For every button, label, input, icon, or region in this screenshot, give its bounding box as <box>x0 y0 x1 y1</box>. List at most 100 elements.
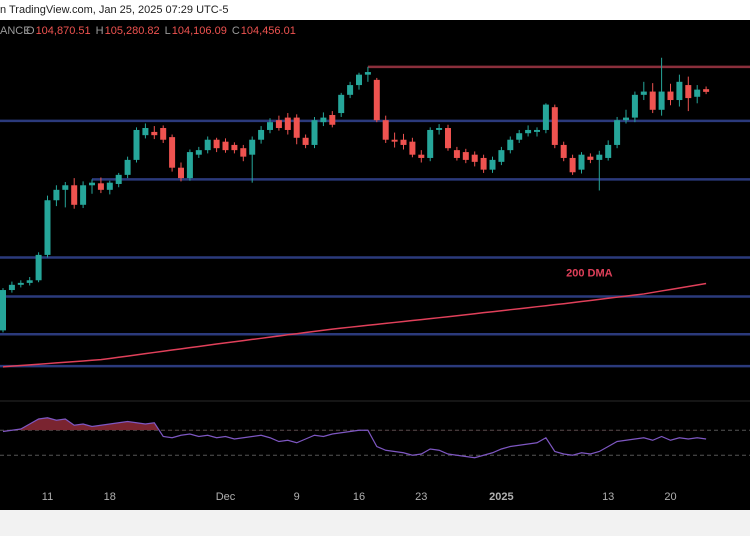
candle-body <box>231 144 238 151</box>
candle-body <box>631 94 638 118</box>
rsi-line <box>2 417 707 459</box>
candle-body <box>507 139 514 151</box>
candle-body <box>222 141 229 151</box>
ohlc-value: 104,106.09 <box>172 25 227 37</box>
candle-body <box>685 85 692 99</box>
candle-body <box>453 150 460 158</box>
candle-body <box>151 131 158 136</box>
candle-body <box>284 117 291 130</box>
candle-body <box>204 139 211 151</box>
candle-body <box>391 139 398 142</box>
candle-body <box>436 128 443 130</box>
candle-body <box>80 185 87 205</box>
candle-body <box>44 200 51 255</box>
candle-body <box>89 182 95 186</box>
ma-line <box>2 282 707 368</box>
candle-body <box>17 282 24 285</box>
candle-body <box>649 91 656 110</box>
candle-body <box>311 120 318 145</box>
ma-label: 200 DMA <box>566 267 613 279</box>
x-tick-label: Dec <box>216 491 236 503</box>
ohlc-key: C <box>232 25 240 37</box>
candle-body <box>640 91 647 95</box>
x-tick-label: 16 <box>353 491 365 503</box>
candle-body <box>445 128 451 149</box>
candle-body <box>26 280 33 283</box>
x-tick-label: 13 <box>602 491 614 503</box>
candle-body <box>694 89 701 97</box>
ohlc-key: H <box>96 25 104 37</box>
candle-body <box>587 156 594 160</box>
candle-body <box>320 117 327 123</box>
x-tick-label: 23 <box>415 491 427 503</box>
candle-body <box>534 129 540 132</box>
candle-body <box>275 120 282 129</box>
candle-body <box>560 144 567 158</box>
candle-body <box>249 139 256 155</box>
candle-body <box>356 74 362 86</box>
x-tick-label: 2025 <box>489 491 513 503</box>
candle-body <box>62 185 69 190</box>
candle-body <box>418 154 425 158</box>
candle-body <box>142 128 149 136</box>
candle-body <box>258 129 265 140</box>
candle-body <box>658 91 665 110</box>
candle-body <box>195 150 202 155</box>
candle-body <box>35 254 42 281</box>
candle-body <box>462 152 469 160</box>
candle-body <box>0 290 6 331</box>
candle-body <box>409 141 416 155</box>
candle-body <box>471 154 478 162</box>
ohlc-key: O <box>26 25 35 37</box>
footer-bar <box>0 510 750 536</box>
candle-body <box>667 91 674 101</box>
ohlc-key: L <box>165 25 171 37</box>
candle-body <box>489 159 496 170</box>
candle-body <box>525 129 532 134</box>
candle-body <box>614 120 621 145</box>
candle-body <box>302 137 309 145</box>
candle-body <box>382 120 389 140</box>
candle-body <box>578 154 585 170</box>
candle-body <box>133 129 140 160</box>
candle-body <box>71 185 78 205</box>
candle-body <box>551 107 558 145</box>
candle-body <box>169 137 176 168</box>
ohlc-value: 104,456.01 <box>241 25 296 37</box>
candle-body <box>427 129 434 158</box>
candle-body <box>542 104 549 130</box>
candle-body <box>240 148 247 157</box>
candle-body <box>115 174 122 184</box>
candle-body <box>160 128 167 140</box>
ohlc-legend: ANCE O 104,870.51 H 105,280.82 L 104,106.09 C 1… <box>0 25 296 37</box>
candle-body <box>596 154 603 160</box>
x-tick-label: 9 <box>294 491 300 503</box>
ohlc-value: 104,870.51 <box>36 25 91 37</box>
candle-body <box>569 157 576 173</box>
candle-body <box>178 167 184 179</box>
x-tick-label: 11 <box>42 491 53 503</box>
candle-body <box>106 182 113 190</box>
header-bar <box>0 0 750 20</box>
candle-body <box>400 139 407 145</box>
candle-body <box>623 117 629 121</box>
candle-body <box>97 183 104 190</box>
candle-body <box>676 81 683 101</box>
candle-body <box>373 79 380 121</box>
candle-body <box>364 72 371 75</box>
candle-body <box>516 133 523 140</box>
candle-body <box>703 89 710 92</box>
header-source: n TradingView.com, Jan 25, 2025 07:29 UT… <box>0 4 229 16</box>
candle-body <box>186 152 193 179</box>
candle-body <box>498 150 505 162</box>
candle-body <box>347 85 354 95</box>
candle-body <box>213 139 220 149</box>
x-tick-label: 20 <box>664 491 676 503</box>
candle-body <box>605 144 612 158</box>
candle-body <box>267 122 273 130</box>
candle-body <box>124 159 131 175</box>
candle-body <box>8 284 15 291</box>
candle-body <box>480 157 487 170</box>
